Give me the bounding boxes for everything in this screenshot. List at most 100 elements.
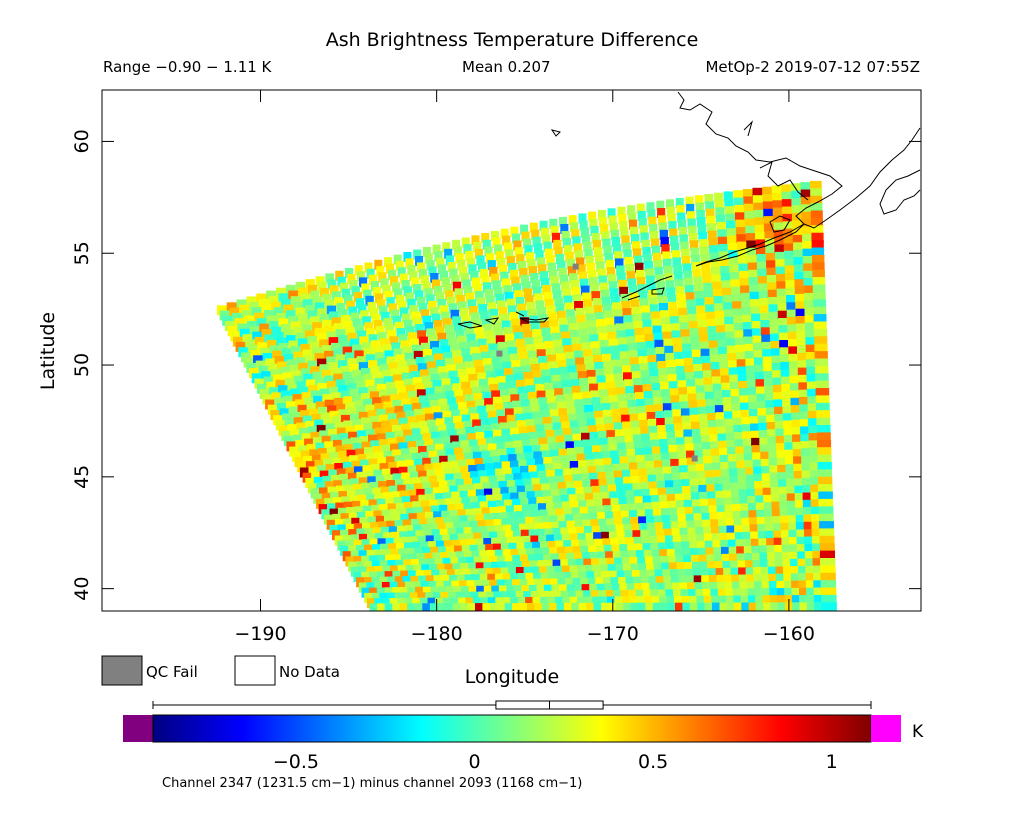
- swath-cell: [471, 386, 482, 397]
- swath-cell: [621, 510, 632, 521]
- swath-cell: [615, 564, 627, 574]
- swath-cell: [731, 396, 742, 407]
- swath-cell: [366, 493, 379, 504]
- colorbar-tick-label: 0.5: [638, 751, 668, 773]
- swath-cell: [589, 583, 601, 594]
- swath-cell: [426, 469, 437, 480]
- swath-cell: [722, 483, 734, 494]
- swath-cell: [410, 518, 423, 529]
- swath-cell: [299, 386, 311, 397]
- swath-cell: [746, 372, 758, 383]
- swath-cell: [432, 347, 442, 358]
- qc-fail-cell: [496, 350, 503, 357]
- swath-cell: [503, 242, 512, 253]
- swath-cell: [335, 485, 350, 496]
- swath-cell: [651, 596, 664, 607]
- swath-cell: [788, 361, 802, 372]
- swath-cell: [389, 565, 404, 576]
- swath-cell: [557, 578, 570, 589]
- swath-cell: [735, 539, 748, 550]
- swath-cell: [584, 248, 593, 259]
- swath-cell: [783, 435, 797, 446]
- swath-cell: [411, 559, 424, 569]
- swath-cell: [415, 256, 424, 266]
- swath-cell: [478, 378, 489, 389]
- swath-cell: [305, 478, 320, 488]
- swath-cell: [505, 408, 515, 419]
- swath-cell: [694, 378, 705, 389]
- swath-cell: [476, 255, 485, 266]
- swath-cell: [788, 339, 801, 350]
- swath-cell: [817, 447, 832, 458]
- swath-cell: [799, 411, 813, 422]
- swath-cell: [774, 244, 786, 255]
- swath-cell: [331, 457, 345, 468]
- swath-cell: [772, 370, 785, 381]
- swath-cell: [381, 582, 397, 592]
- swath-cell: [528, 266, 537, 277]
- swath-cell: [533, 547, 546, 558]
- swath-cell: [791, 580, 806, 591]
- swath-cell: [578, 419, 589, 430]
- source-text: MetOp-2 2019-07-12 07:55Z: [705, 58, 920, 76]
- swath-cell: [397, 386, 407, 397]
- swath-cell: [439, 372, 449, 383]
- swath-cell: [607, 208, 616, 219]
- swath-cell: [722, 295, 733, 305]
- swath-cell: [673, 416, 684, 427]
- swath-cell: [401, 398, 411, 409]
- swath-cell: [468, 465, 479, 475]
- swath-cell: [804, 543, 819, 554]
- swath-cell: [806, 366, 820, 377]
- swath-cell: [278, 293, 289, 304]
- swath-cell: [338, 309, 348, 320]
- swath-cell: [618, 537, 630, 548]
- swath-cell: [613, 309, 623, 320]
- swath-cell: [665, 280, 675, 291]
- swath-cell: [343, 320, 353, 331]
- swath-cell: [402, 576, 417, 587]
- swath-cell: [709, 252, 719, 263]
- swath-cell: [715, 490, 727, 501]
- swath-cell: [564, 245, 573, 256]
- swath-cell: [749, 409, 761, 419]
- swath-cell: [581, 391, 592, 402]
- swath-cell: [478, 591, 491, 602]
- swath-cell: [577, 596, 590, 607]
- swath-cell: [642, 319, 652, 330]
- swath-cell: [329, 311, 339, 322]
- swath-cell: [408, 390, 418, 401]
- swath-cell: [581, 552, 594, 563]
- swath-cell: [755, 595, 769, 606]
- swath-cell: [750, 299, 761, 310]
- swath-cell: [560, 495, 572, 505]
- swath-cell: [464, 394, 475, 405]
- swath-cell: [544, 341, 554, 352]
- swath-cell: [561, 231, 570, 241]
- swath-cell: [395, 354, 405, 365]
- swath-cell: [350, 566, 366, 577]
- swath-cell: [796, 544, 812, 555]
- swath-cell: [620, 463, 632, 474]
- swath-cell: [250, 350, 263, 360]
- swath-cell: [356, 561, 371, 572]
- swath-cell: [639, 363, 650, 374]
- swath-cell: [760, 458, 774, 469]
- swath-cell: [322, 475, 336, 486]
- swath-cell: [315, 442, 329, 453]
- swath-cell: [574, 520, 586, 531]
- swath-cell: [580, 227, 589, 238]
- swath-cell: [748, 277, 760, 288]
- swath-cell: [484, 246, 493, 257]
- swath-cell: [365, 511, 379, 522]
- swath-cell: [472, 597, 485, 608]
- swath-cell: [772, 384, 786, 395]
- swath-cell: [306, 443, 320, 454]
- swath-cell: [619, 221, 628, 232]
- swath-cell: [541, 410, 552, 421]
- swath-cell: [577, 412, 587, 423]
- swath-cell: [637, 461, 648, 472]
- swath-cell: [536, 390, 547, 401]
- swath-cell: [314, 302, 325, 313]
- swath-cell: [295, 332, 307, 343]
